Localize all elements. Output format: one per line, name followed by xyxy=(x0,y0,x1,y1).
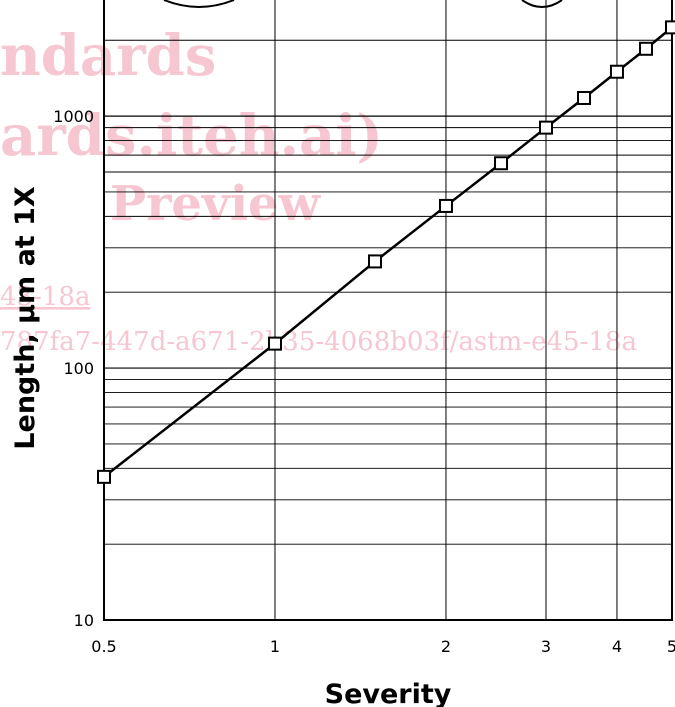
data-point-marker xyxy=(665,20,675,35)
y-axis-label: Length, µm at 1X xyxy=(10,186,41,450)
minor-gridlines xyxy=(104,39,672,545)
series-markers xyxy=(97,20,675,484)
x-tick-label: 3 xyxy=(541,637,551,656)
data-point-marker xyxy=(97,469,111,484)
top-clipped-curve xyxy=(163,0,563,8)
data-point-marker xyxy=(368,254,383,269)
data-point-marker xyxy=(609,64,624,79)
y-tick-label: 100 xyxy=(63,359,94,378)
x-tick-label: 2 xyxy=(441,637,451,656)
y-tick-label: 10 xyxy=(74,611,94,630)
data-point-marker xyxy=(577,90,592,105)
data-point-marker xyxy=(494,156,509,171)
x-axis-tick-labels: 0.5 1 2 3 4 5 xyxy=(91,637,675,656)
plot-frame xyxy=(103,0,673,621)
data-point-marker xyxy=(639,41,654,56)
data-point-marker xyxy=(438,198,453,213)
x-tick-label: 4 xyxy=(612,637,622,656)
y-tick-label: 1000 xyxy=(53,107,94,126)
x-axis-label: Severity xyxy=(325,679,452,707)
x-tick-label: 5 xyxy=(667,637,675,656)
y-axis-tick-labels: 10 100 1000 xyxy=(53,107,94,630)
x-tick-label: 0.5 xyxy=(91,637,116,656)
data-point-marker xyxy=(267,336,282,351)
x-tick-label: 1 xyxy=(270,637,280,656)
data-point-marker xyxy=(538,120,553,135)
series-line xyxy=(103,26,673,478)
